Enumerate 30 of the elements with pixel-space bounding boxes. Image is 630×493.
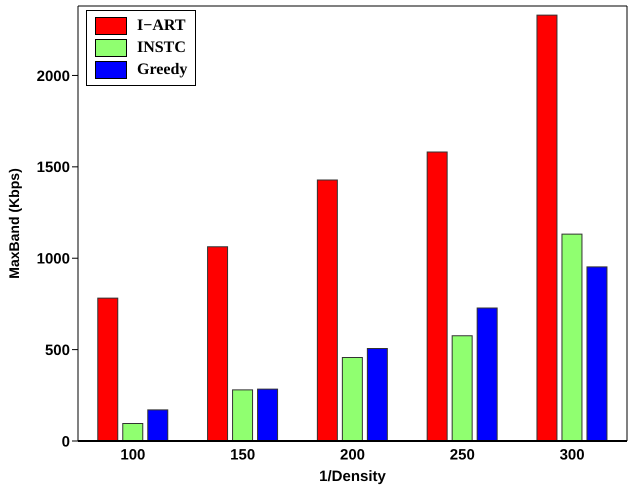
- bar: [536, 14, 558, 441]
- bar: [147, 409, 168, 441]
- y-axis-title: MaxBand (Kbps): [6, 168, 22, 279]
- bar: [561, 234, 582, 441]
- legend-label: Greedy: [137, 61, 188, 79]
- bar: [366, 348, 388, 441]
- bar: [476, 307, 498, 441]
- x-tick-label: 100: [120, 446, 146, 464]
- y-tick-label: 0: [62, 433, 70, 450]
- y-tick-label: 500: [44, 342, 70, 359]
- bar: [426, 152, 448, 441]
- bar: [257, 388, 278, 441]
- bar: [232, 389, 254, 441]
- x-tick-label: 300: [560, 446, 585, 464]
- legend-label: INSTC: [137, 39, 186, 57]
- y-tick-label: 1000: [36, 250, 70, 268]
- x-tick-label: 250: [450, 446, 475, 464]
- y-tick-label: 2000: [36, 68, 70, 85]
- bar: [316, 180, 338, 441]
- bar: [586, 266, 608, 441]
- bar: [122, 422, 144, 441]
- x-tick-label: 200: [340, 446, 366, 464]
- y-tick-label: 1500: [36, 159, 70, 176]
- x-axis-title: 1/Density: [319, 468, 386, 485]
- bar: [452, 335, 473, 441]
- bar: [207, 246, 228, 441]
- bar: [97, 298, 118, 441]
- bar: [342, 356, 363, 441]
- legend-label: I−ART: [137, 17, 186, 35]
- x-tick-label: 150: [230, 446, 256, 464]
